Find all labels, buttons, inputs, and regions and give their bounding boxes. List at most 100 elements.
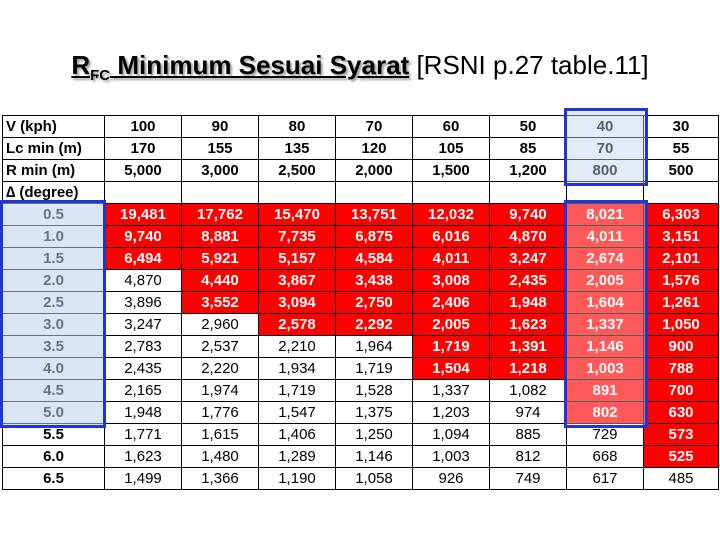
header-cell: 70: [566, 137, 644, 160]
radius-cell: 1,776: [181, 401, 259, 424]
radius-cell: 9,740: [104, 225, 182, 248]
header-cell: 40: [566, 115, 644, 138]
data-row: 6.5 1,499 1,366 1,190 1,058 926 749 617 485: [2, 467, 719, 490]
radius-cell: 3,896: [104, 291, 182, 314]
radius-cell: 1,375: [335, 401, 413, 424]
header-cell: 100: [104, 115, 182, 138]
header-cell: 3,000: [181, 159, 259, 182]
radius-cell: 802: [566, 401, 644, 424]
data-row: 5.0 1,948 1,776 1,547 1,375 1,203 974 802 630: [2, 401, 719, 424]
header-cell: 85: [489, 137, 567, 160]
radius-cell: 1,203: [412, 401, 490, 424]
header-cell: 70: [335, 115, 413, 138]
radius-cell: 5,157: [258, 247, 336, 270]
radius-cell: 749: [489, 467, 567, 490]
radius-cell: 525: [643, 445, 719, 468]
radius-cell: 1,146: [566, 335, 644, 358]
degree-cell: 4.0: [2, 357, 105, 380]
radius-cell: 4,870: [104, 269, 182, 292]
radius-cell: 2,537: [181, 335, 259, 358]
radius-cell: 4,870: [489, 225, 567, 248]
radius-cell: 2,783: [104, 335, 182, 358]
radius-cell: 1,337: [566, 313, 644, 336]
degree-cell: 5.0: [2, 401, 105, 424]
radius-cell: 1,934: [258, 357, 336, 380]
empty-cell: [335, 181, 413, 204]
title-subscript: FC: [90, 67, 111, 85]
radius-cell: 1,623: [489, 313, 567, 336]
radius-cell: 2,960: [181, 313, 259, 336]
title-r: R: [71, 50, 91, 80]
radius-cell: 17,762: [181, 203, 259, 226]
radius-cell: 3,247: [489, 247, 567, 270]
radius-cell: 1,366: [181, 467, 259, 490]
empty-cell: [104, 181, 182, 204]
radius-cell: 1,337: [412, 379, 490, 402]
radius-cell: 926: [412, 467, 490, 490]
radius-cell: 3,247: [104, 313, 182, 336]
header-cell: 2,500: [258, 159, 336, 182]
header-cell: 90: [181, 115, 259, 138]
radius-cell: 617: [566, 467, 644, 490]
radius-cell: 3,867: [258, 269, 336, 292]
radius-cell: 900: [643, 335, 719, 358]
empty-cell: [489, 181, 567, 204]
degree-cell: 3.5: [2, 335, 105, 358]
header-row: R min (m) 5,000 3,000 2,500 2,000 1,500 1,200 8…: [2, 159, 719, 182]
radius-cell: 1,058: [335, 467, 413, 490]
radius-cell: 2,292: [335, 313, 413, 336]
empty-cell: [258, 181, 336, 204]
data-row: 3.5 2,783 2,537 2,210 1,964 1,719 1,391 1,146 90…: [2, 335, 719, 358]
radius-cell: 1,974: [181, 379, 259, 402]
radius-cell: 19,481: [104, 203, 182, 226]
header-cell: 120: [335, 137, 413, 160]
header-cell: 2,000: [335, 159, 413, 182]
radius-cell: 2,210: [258, 335, 336, 358]
radius-cell: 1,576: [643, 269, 719, 292]
header-cell: 1,200: [489, 159, 567, 182]
radius-cell: 1,250: [335, 423, 413, 446]
radius-cell: 891: [566, 379, 644, 402]
radius-cell: 1,499: [104, 467, 182, 490]
header-cell: 500: [643, 159, 719, 182]
radius-cell: 2,005: [566, 269, 644, 292]
radius-cell: 2,165: [104, 379, 182, 402]
empty-cell: [181, 181, 259, 204]
radius-cell: 12,032: [412, 203, 490, 226]
radius-cell: 3,151: [643, 225, 719, 248]
radius-cell: 4,440: [181, 269, 259, 292]
radius-cell: 15,470: [258, 203, 336, 226]
radius-cell: 1,261: [643, 291, 719, 314]
data-row: 2.0 4,870 4,440 3,867 3,438 3,008 2,435 2,005 1,…: [2, 269, 719, 292]
radius-cell: 974: [489, 401, 567, 424]
radius-cell: 2,435: [104, 357, 182, 380]
radius-cell: 1,547: [258, 401, 336, 424]
radius-cell: 1,771: [104, 423, 182, 446]
header-cell: 60: [412, 115, 490, 138]
data-row: 4.5 2,165 1,974 1,719 1,528 1,337 1,082 891 700: [2, 379, 719, 402]
slide-title: RFC Minimum Sesuai Syarat [RSNI p.27 tab…: [0, 50, 720, 84]
degree-cell: 4.5: [2, 379, 105, 402]
radius-cell: 630: [643, 401, 719, 424]
title-source: [RSNI p.27 table.11]: [409, 50, 649, 80]
header-cell: 135: [258, 137, 336, 160]
radius-cell: 6,494: [104, 247, 182, 270]
radius-cell: 1,719: [335, 357, 413, 380]
header-cell: 1,500: [412, 159, 490, 182]
radius-cell: 700: [643, 379, 719, 402]
radius-cell: 2,578: [258, 313, 336, 336]
header-label: V (kph): [2, 115, 105, 138]
degree-cell: 2.5: [2, 291, 105, 314]
radius-cell: 1,003: [566, 357, 644, 380]
radius-cell: 729: [566, 423, 644, 446]
radius-cell: 573: [643, 423, 719, 446]
header-cell: 105: [412, 137, 490, 160]
radius-cell: 1,480: [181, 445, 259, 468]
radius-cell: 1,964: [335, 335, 413, 358]
radius-cell: 1,082: [489, 379, 567, 402]
header-cell: 800: [566, 159, 644, 182]
radius-cell: 8,881: [181, 225, 259, 248]
radius-cell: 1,604: [566, 291, 644, 314]
radius-cell: 812: [489, 445, 567, 468]
data-row: 6.0 1,623 1,480 1,289 1,146 1,003 812 668 525: [2, 445, 719, 468]
